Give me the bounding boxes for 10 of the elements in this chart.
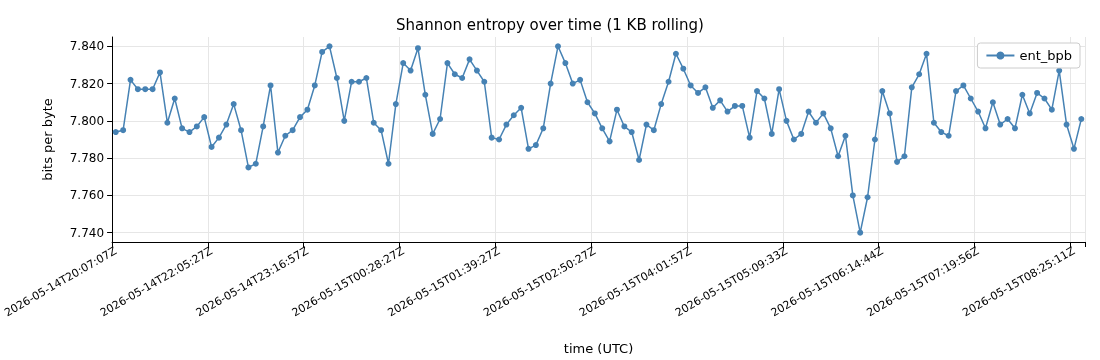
- y-axis-title: bits per byte: [40, 98, 56, 181]
- y-tick-label: 7.840: [69, 39, 105, 54]
- x-axis-title: time (UTC): [563, 341, 634, 356]
- y-tick-label: 7.800: [69, 113, 105, 128]
- legend-label: ent_bpb: [1019, 48, 1072, 63]
- chart-title: Shannon entropy over time (1 KB rolling): [396, 15, 704, 34]
- y-tick-label: 7.780: [69, 151, 105, 166]
- y-tick-label: 7.820: [69, 76, 105, 91]
- y-tick-label: 7.760: [69, 188, 105, 203]
- y-tick-label: 7.740: [69, 225, 105, 240]
